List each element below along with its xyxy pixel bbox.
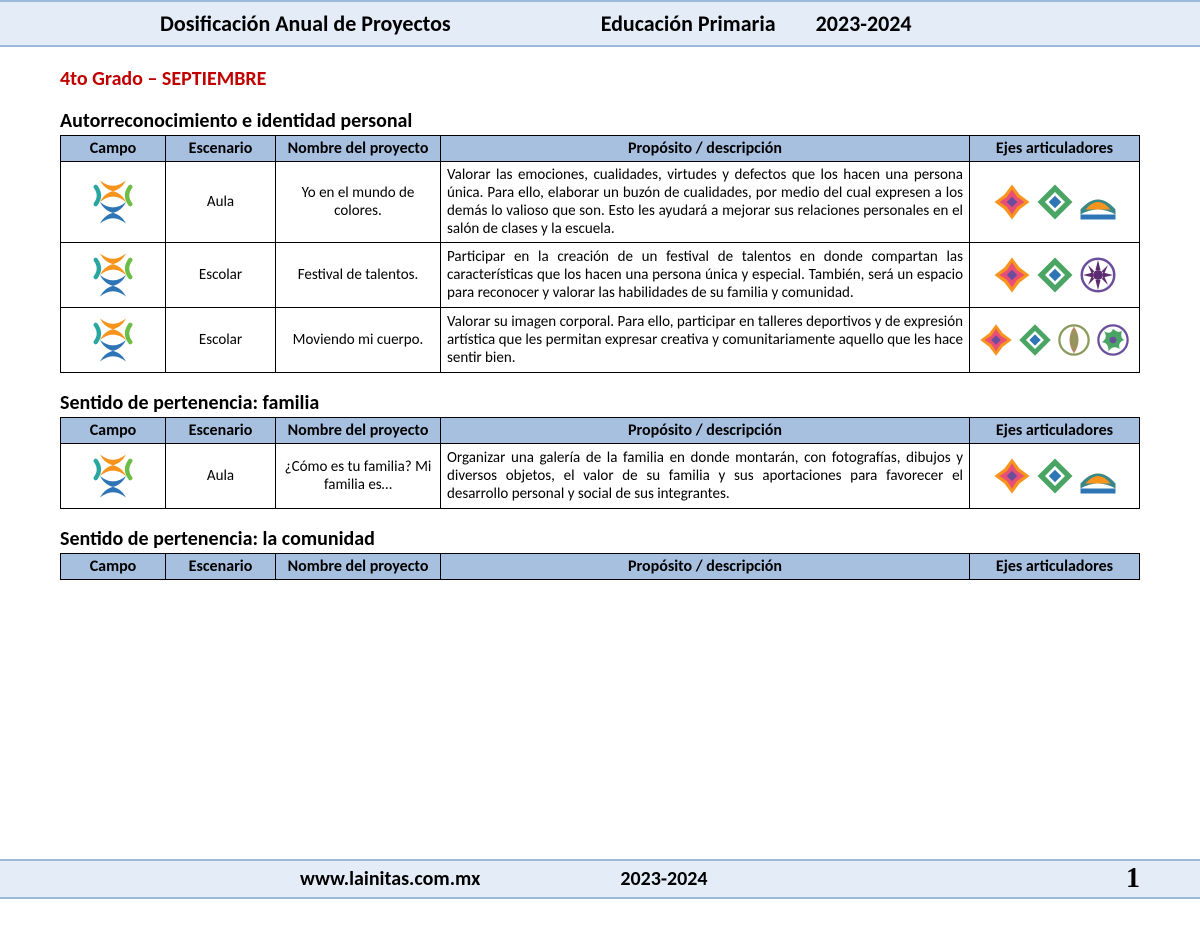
escenario-cell: Aula	[166, 162, 276, 243]
column-header-campo: Campo	[61, 418, 166, 444]
column-header-ejes: Ejes articuladores	[970, 418, 1140, 444]
column-header-proposito: Propósito / descripción	[441, 136, 970, 162]
ejes-icons	[976, 318, 1133, 362]
project-table: CampoEscenarioNombre del proyectoPropósi…	[60, 417, 1140, 509]
ejes-cell	[970, 444, 1140, 509]
campo-icon	[67, 247, 159, 303]
proposito-cell: Organizar una galería de la familia en d…	[441, 444, 970, 509]
escenario-cell: Aula	[166, 444, 276, 509]
header-title-mid: Educación Primaria	[601, 10, 776, 37]
project-table: CampoEscenarioNombre del proyectoPropósi…	[60, 135, 1140, 373]
column-header-ejes: Ejes articuladores	[970, 136, 1140, 162]
nombre-cell: Festival de talentos.	[276, 243, 441, 308]
escenario-cell: Escolar	[166, 243, 276, 308]
footer-year: 2023-2024	[620, 867, 707, 891]
ejes-icons	[976, 454, 1133, 498]
content-area: 4to Grado – SEPTIEMBRE Autorreconocimien…	[0, 47, 1200, 580]
campo-cell	[61, 162, 166, 243]
proposito-cell: Valorar su imagen corporal. Para ello, p…	[441, 308, 970, 373]
column-header-escenario: Escenario	[166, 418, 276, 444]
header-band: Dosificación Anual de Proyectos Educació…	[0, 0, 1200, 47]
campo-icon	[67, 312, 159, 368]
table-row: EscolarFestival de talentos.Participar e…	[61, 243, 1140, 308]
header-title-right: 2023-2024	[816, 10, 912, 37]
ejes-icons	[976, 180, 1133, 224]
footer-site: www.lainitas.com.mx	[300, 867, 480, 891]
ejes-cell	[970, 308, 1140, 373]
ejes-cell	[970, 243, 1140, 308]
column-header-proposito: Propósito / descripción	[441, 418, 970, 444]
column-header-nombre: Nombre del proyecto	[276, 554, 441, 580]
ejes-cell	[970, 162, 1140, 243]
campo-cell	[61, 243, 166, 308]
column-header-escenario: Escenario	[166, 136, 276, 162]
header-title-left: Dosificación Anual de Proyectos	[160, 10, 451, 37]
campo-cell	[61, 444, 166, 509]
column-header-ejes: Ejes articuladores	[970, 554, 1140, 580]
column-header-escenario: Escenario	[166, 554, 276, 580]
nombre-cell: Moviendo mi cuerpo.	[276, 308, 441, 373]
column-header-campo: Campo	[61, 554, 166, 580]
campo-cell	[61, 308, 166, 373]
column-header-proposito: Propósito / descripción	[441, 554, 970, 580]
proposito-cell: Valorar las emociones, cualidades, virtu…	[441, 162, 970, 243]
campo-icon	[67, 448, 159, 504]
column-header-nombre: Nombre del proyecto	[276, 136, 441, 162]
column-header-nombre: Nombre del proyecto	[276, 418, 441, 444]
escenario-cell: Escolar	[166, 308, 276, 373]
sections-container: Autorreconocimiento e identidad personal…	[60, 109, 1140, 580]
nombre-cell: Yo en el mundo de colores.	[276, 162, 441, 243]
project-table: CampoEscenarioNombre del proyectoPropósi…	[60, 553, 1140, 580]
column-header-campo: Campo	[61, 136, 166, 162]
table-row: EscolarMoviendo mi cuerpo.Valorar su ima…	[61, 308, 1140, 373]
section-heading: Sentido de pertenencia: la comunidad	[60, 527, 1140, 551]
section-heading: Autorreconocimiento e identidad personal	[60, 109, 1140, 133]
footer-page-number: 1	[1126, 863, 1140, 895]
section-heading: Sentido de pertenencia: familia	[60, 391, 1140, 415]
ejes-icons	[976, 253, 1133, 297]
grade-heading: 4to Grado – SEPTIEMBRE	[60, 67, 1140, 91]
table-row: Aula¿Cómo es tu familia? Mi familia es…O…	[61, 444, 1140, 509]
footer-band: www.lainitas.com.mx 2023-2024 1	[0, 859, 1200, 899]
nombre-cell: ¿Cómo es tu familia? Mi familia es…	[276, 444, 441, 509]
table-row: AulaYo en el mundo de colores.Valorar la…	[61, 162, 1140, 243]
campo-icon	[67, 174, 159, 230]
proposito-cell: Participar en la creación de un festival…	[441, 243, 970, 308]
